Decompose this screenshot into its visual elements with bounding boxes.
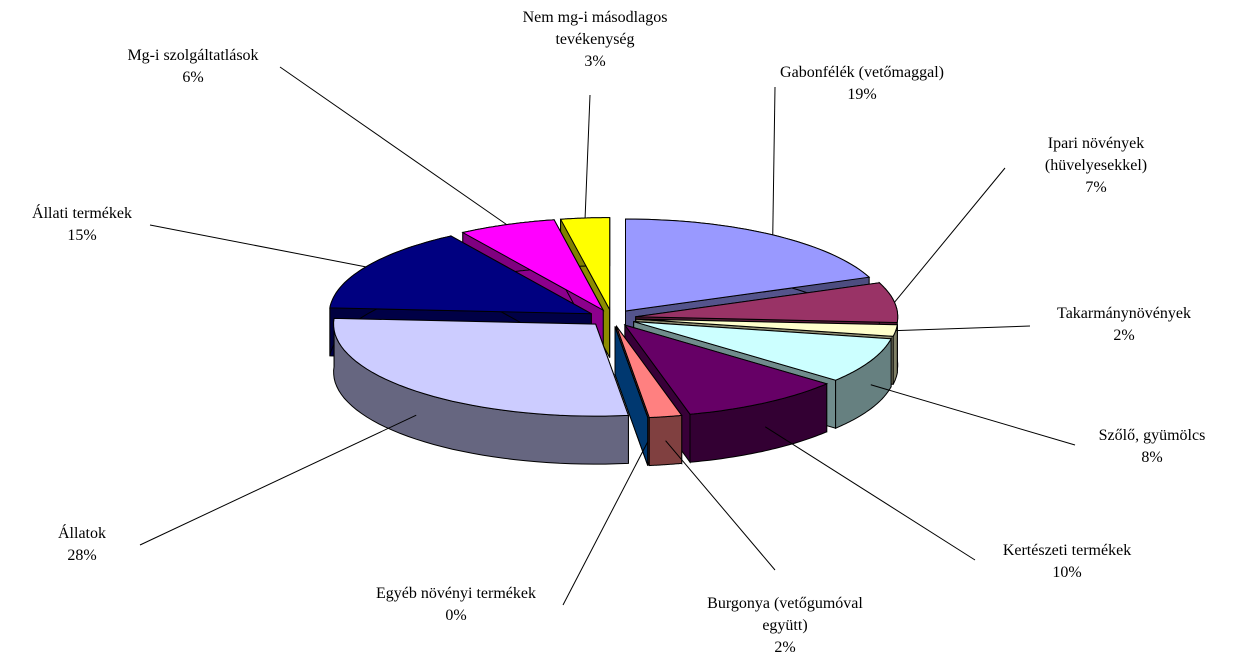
slice-label: Állati termékek 15% — [2, 203, 162, 247]
slice-top — [633, 321, 892, 381]
slice-label: Szőlő, gyümölcs 8% — [1042, 425, 1236, 469]
slice-top — [614, 326, 649, 418]
leader-line — [139, 414, 417, 546]
slice-top — [616, 326, 683, 419]
slice-label: Takarmánynövények 2% — [1004, 303, 1236, 347]
category-label: Állatok — [58, 525, 106, 542]
leader-line — [149, 224, 366, 268]
slice — [614, 326, 649, 466]
value-label: 28% — [67, 547, 97, 564]
value-label: 2% — [1113, 327, 1135, 344]
leader-line — [764, 426, 976, 561]
slice-label: Állatok 28% — [22, 523, 142, 567]
value-label: 15% — [67, 227, 97, 244]
value-label: 8% — [1141, 449, 1163, 466]
category-label: Mg-i szolgáltatlások — [127, 47, 259, 64]
category-label: Burgonya (vetőgumóval együtt) — [707, 595, 863, 634]
slice-label: Mg-i szolgáltatlások 6% — [73, 45, 313, 89]
value-label: 19% — [847, 86, 877, 103]
category-label: Nem mg-i másodlagos tevékenység — [522, 9, 668, 48]
category-label: Egyéb növényi termékek — [376, 585, 536, 602]
category-label: Ipari növények (hüvelyesekkel) — [1044, 135, 1148, 174]
value-label: 3% — [584, 53, 606, 70]
slice — [333, 317, 630, 465]
slice-label: Kertészeti termékek 10% — [957, 540, 1177, 584]
leader-line — [665, 440, 776, 571]
value-label: 6% — [182, 69, 204, 86]
slice-top — [333, 317, 630, 417]
value-label: 2% — [774, 639, 796, 656]
slice-top — [623, 324, 829, 415]
leader-line — [772, 86, 776, 235]
slice-label: Ipari növények (hüvelyesekkel) 7% — [1016, 133, 1176, 199]
leader-line — [894, 167, 1006, 303]
slice-label: Gabonfélék (vetőmaggal) 19% — [742, 62, 982, 106]
leader-line — [279, 66, 508, 226]
slice-top — [635, 318, 898, 337]
slice-side — [648, 414, 683, 467]
slice-label: Nem mg-i másodlagos tevékenység 3% — [505, 7, 685, 73]
value-label: 0% — [445, 607, 467, 624]
leader-line — [870, 384, 1076, 446]
leader-line — [584, 94, 591, 219]
slice-label: Burgonya (vetőgumóval együtt) 2% — [685, 593, 885, 659]
category-label: Kertészeti termékek — [1002, 542, 1132, 559]
category-label: Takarmánynövények — [1057, 305, 1191, 322]
slice-label: Egyéb növényi termékek 0% — [326, 583, 586, 627]
value-label: 10% — [1052, 564, 1082, 581]
category-label: Szőlő, gyümölcs — [1098, 427, 1206, 444]
category-label: Gabonfélék (vetőmaggal) — [780, 64, 944, 81]
value-label: 7% — [1085, 179, 1107, 196]
leader-line — [895, 325, 1031, 332]
leader-line — [562, 441, 649, 606]
category-label: Állati termékek — [32, 205, 132, 222]
